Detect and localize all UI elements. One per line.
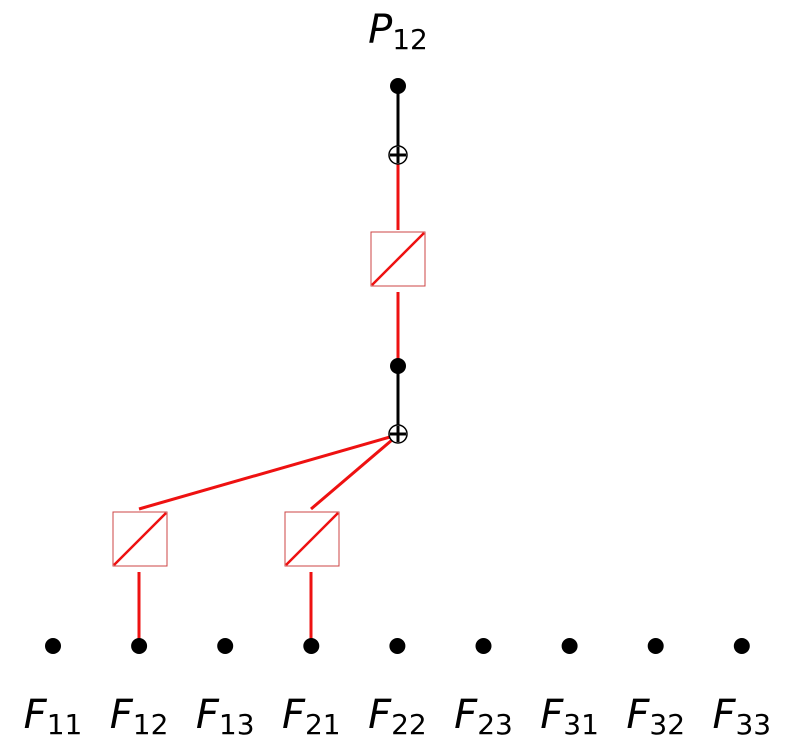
input-node-23 bbox=[475, 638, 492, 654]
sum-node-top bbox=[388, 145, 408, 165]
input-label-23: F23 bbox=[454, 692, 513, 741]
input-label-32: F32 bbox=[626, 692, 685, 741]
input-node-21 bbox=[303, 638, 320, 654]
output-label: P12 bbox=[368, 7, 428, 56]
intermediate-node bbox=[390, 358, 406, 374]
input-label-13: F13 bbox=[196, 692, 255, 741]
input-node-33 bbox=[733, 638, 750, 654]
input-node-31 bbox=[561, 638, 578, 654]
input-node-11 bbox=[45, 638, 61, 654]
input-label-21: F21 bbox=[282, 692, 341, 741]
edge-sum-to-gate-left bbox=[138, 435, 391, 511]
input-node-12 bbox=[131, 638, 148, 654]
input-layer: F11 F12 F13 F21 F22 F23 F31 F32 F33 bbox=[24, 638, 771, 741]
sum-node-bottom bbox=[388, 424, 408, 444]
output-node bbox=[390, 78, 406, 94]
gate-mid bbox=[284, 511, 340, 567]
gate-left bbox=[112, 511, 168, 567]
input-label-33: F33 bbox=[712, 692, 771, 741]
input-label-31: F31 bbox=[540, 692, 599, 741]
input-node-32 bbox=[647, 638, 664, 654]
gate-top bbox=[370, 231, 426, 287]
input-node-13 bbox=[217, 638, 234, 654]
input-label-12: F12 bbox=[110, 692, 169, 741]
input-label-22: F22 bbox=[368, 692, 427, 741]
input-label-11: F11 bbox=[24, 692, 83, 741]
input-node-22 bbox=[389, 638, 406, 654]
edge-sum-to-gate-mid bbox=[310, 438, 393, 511]
